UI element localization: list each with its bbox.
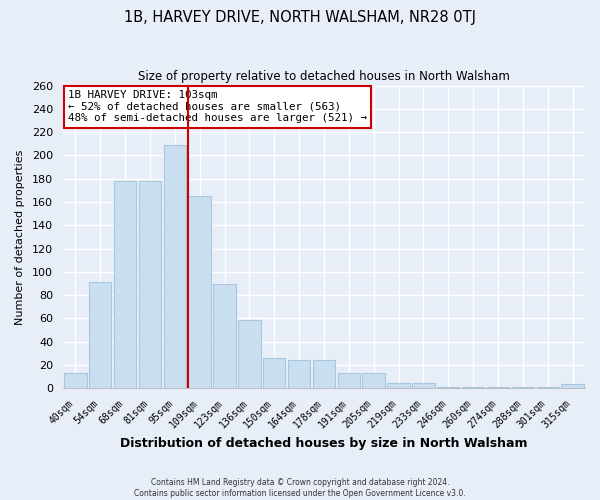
Bar bbox=[388, 382, 410, 388]
Bar bbox=[313, 360, 335, 388]
Text: Contains HM Land Registry data © Crown copyright and database right 2024.
Contai: Contains HM Land Registry data © Crown c… bbox=[134, 478, 466, 498]
Bar bbox=[462, 387, 484, 388]
Bar bbox=[536, 387, 559, 388]
X-axis label: Distribution of detached houses by size in North Walsham: Distribution of detached houses by size … bbox=[120, 437, 528, 450]
Bar bbox=[188, 196, 211, 388]
Bar bbox=[362, 373, 385, 388]
Bar bbox=[64, 373, 86, 388]
Bar bbox=[164, 145, 186, 388]
Text: 1B, HARVEY DRIVE, NORTH WALSHAM, NR28 0TJ: 1B, HARVEY DRIVE, NORTH WALSHAM, NR28 0T… bbox=[124, 10, 476, 25]
Bar bbox=[288, 360, 310, 388]
Bar bbox=[412, 382, 434, 388]
Bar bbox=[89, 282, 112, 389]
Bar bbox=[214, 284, 236, 389]
Bar bbox=[512, 387, 534, 388]
Title: Size of property relative to detached houses in North Walsham: Size of property relative to detached ho… bbox=[138, 70, 510, 83]
Bar bbox=[487, 387, 509, 388]
Y-axis label: Number of detached properties: Number of detached properties bbox=[15, 150, 25, 324]
Bar bbox=[562, 384, 584, 388]
Bar bbox=[263, 358, 286, 388]
Bar bbox=[437, 387, 460, 388]
Bar bbox=[338, 373, 360, 388]
Bar bbox=[238, 320, 260, 388]
Bar bbox=[139, 181, 161, 388]
Bar bbox=[114, 181, 136, 388]
Text: 1B HARVEY DRIVE: 103sqm
← 52% of detached houses are smaller (563)
48% of semi-d: 1B HARVEY DRIVE: 103sqm ← 52% of detache… bbox=[68, 90, 367, 124]
